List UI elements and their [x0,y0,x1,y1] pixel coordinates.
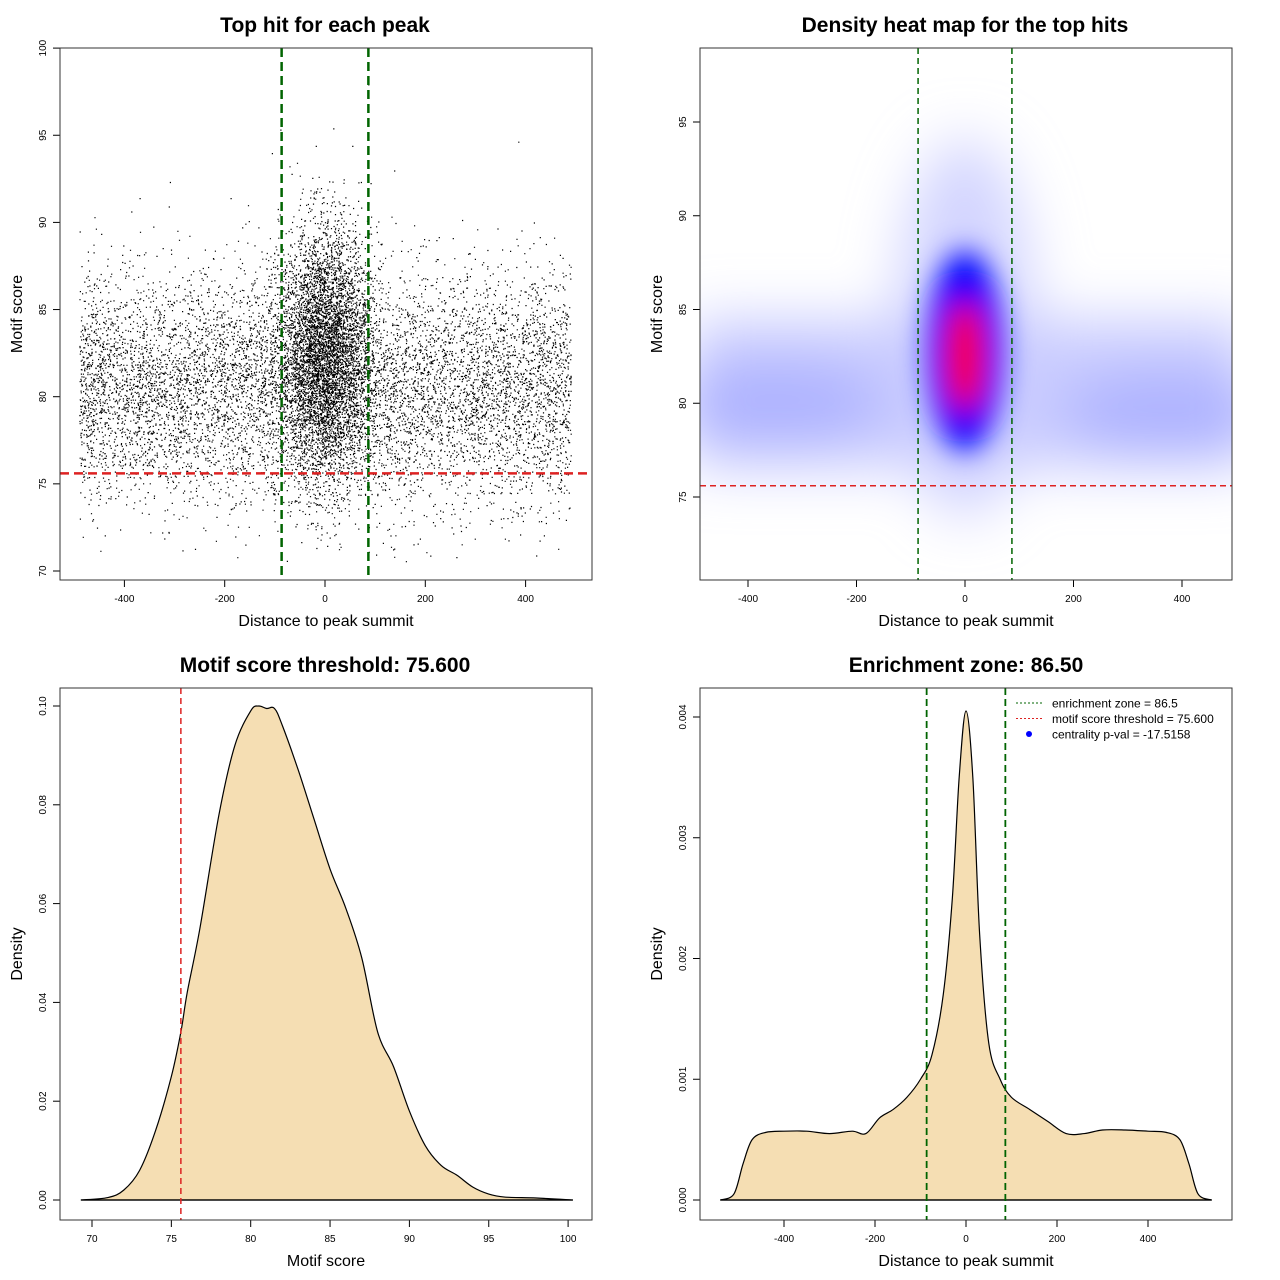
y-tick-label: 80 [38,391,49,403]
x-tick-label: -400 [774,1234,794,1245]
y-tick-label: 0.000 [678,1187,689,1212]
x-tick-label: 400 [1140,1234,1157,1245]
x-tick-label: 200 [417,594,434,605]
y-tick-label: 75 [678,491,689,503]
y-tick-label: 0.001 [678,1066,689,1091]
panel-4: Enrichment zone: 86.50 Distance to peak s… [649,654,1233,1270]
y-tick-label: 70 [38,565,49,577]
y-tick-label: 75 [38,478,49,490]
x-tick-label: 75 [166,1234,178,1245]
x-tick-label: -200 [846,594,866,605]
y-tick-label: 0.02 [38,1091,49,1111]
x-tick-label: -200 [215,594,235,605]
x-axis-label: Distance to peak summit [238,613,414,630]
y-tick-label: 80 [678,397,689,409]
x-tick-label: 200 [1049,1234,1066,1245]
y-tick-label: 90 [38,216,49,228]
y-tick-label: 0.04 [38,992,49,1012]
plot-border [59,687,593,1221]
panel-3: Motif score threshold: 75.600 Motif score… [9,654,593,1270]
chart-title: Top hit for each peak [220,14,430,37]
y-tick-label: 0.08 [38,795,49,815]
x-tick-label: -200 [865,1234,885,1245]
y-axis-label: Motif score [9,275,26,353]
x-axis-label: Motif score [287,1253,365,1270]
y-tick-label: 0.004 [678,704,689,729]
x-tick-label: 0 [963,1234,969,1245]
scatter-points [79,84,572,563]
y-tick-label: 0.06 [38,893,49,913]
x-tick-label: 400 [517,594,534,605]
density-blob [1061,372,1232,453]
y-tick-label: 0.002 [678,946,689,971]
plot-border [699,687,1233,1221]
y-axis-label: Density [9,927,26,980]
y-tick-label: 95 [678,116,689,128]
x-tick-label: -400 [738,594,758,605]
x-tick-label: 95 [483,1234,495,1245]
x-tick-label: 0 [962,594,968,605]
x-axis-label: Distance to peak summit [878,1253,1054,1270]
plot-border [699,47,1233,581]
y-tick-label: 0.10 [38,696,49,716]
chart-title: Enrichment zone: 86.50 [849,654,1084,677]
density-blob [700,363,886,444]
y-tick-label: 95 [38,129,49,141]
chart-title: Motif score threshold: 75.600 [180,654,471,677]
density-core-red [947,301,983,412]
heatmap [700,138,1232,519]
scatter-point [79,84,572,563]
x-axis-label: Distance to peak summit [878,613,1054,630]
plot-border [59,47,593,581]
y-tick-label: 85 [678,304,689,316]
chart-title: Density heat map for the top hits [802,14,1129,37]
x-tick-label: -400 [114,594,134,605]
x-tick-label: 200 [1065,594,1082,605]
y-tick-label: 85 [38,304,49,316]
x-tick-label: 80 [245,1234,257,1245]
y-axis-label: Density [649,927,666,980]
y-tick-label: 0.003 [678,825,689,850]
density-curve [720,710,1212,1201]
legend-marker [1026,731,1032,737]
panel-1: Top hit for each peak Distance to peak su… [9,14,593,630]
y-tick-label: 100 [38,39,49,56]
x-tick-label: 70 [86,1234,98,1245]
legend-label: enrichment zone = 86.5 [1052,697,1178,711]
y-tick-label: 90 [678,210,689,222]
heatmap-core [927,250,1003,451]
y-tick-label: 0.00 [38,1190,49,1210]
panel-2: Density heat map for the top hits Distanc… [649,14,1233,630]
y-axis-label: Motif score [649,275,666,353]
legend-label: centrality p-val = -17.5158 [1052,728,1191,742]
x-tick-label: 90 [404,1234,416,1245]
x-tick-label: 400 [1174,594,1191,605]
legend-label: motif score threshold = 75.600 [1052,712,1214,726]
x-tick-label: 85 [324,1234,336,1245]
x-tick-label: 100 [560,1234,577,1245]
x-tick-label: 0 [322,594,328,605]
density-curve [80,705,573,1201]
